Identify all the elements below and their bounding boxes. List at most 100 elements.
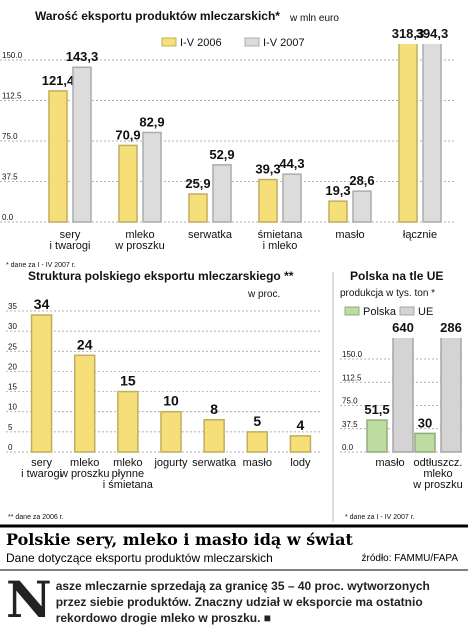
headline: Polskie sery, mleko i masło idą w świat: [6, 530, 353, 549]
bar: [246, 431, 269, 453]
bar: [328, 200, 348, 223]
subheadline: Dane dotyczące eksportu produktów mlecza…: [6, 551, 273, 565]
bar: [352, 190, 372, 223]
value-label: 39,3: [255, 162, 280, 177]
x-tick-label: mleko w proszku: [59, 457, 110, 480]
legend-label: Polska: [363, 306, 397, 318]
legend-label: I-V 2006: [180, 37, 222, 49]
bar: [289, 435, 312, 453]
value-label: 286: [440, 320, 462, 335]
y-tick-label: 112.5: [342, 373, 362, 382]
value-label: 5: [253, 413, 261, 429]
chart-subtitle: w mln euro: [289, 13, 339, 24]
x-tick-label: odtłuszcz. mleko w proszku: [412, 457, 463, 491]
legend-label: UE: [418, 306, 433, 318]
bar: [392, 338, 414, 453]
chart-title: Polska na tle UE: [350, 269, 443, 283]
y-tick-label: 10: [8, 403, 17, 412]
legend-label: I-V 2007: [263, 37, 305, 49]
y-tick-label: 0.0: [2, 213, 14, 222]
bar: [142, 131, 162, 223]
value-label: 640: [392, 320, 414, 335]
legend-swatch: [344, 306, 360, 316]
value-label: 24: [77, 336, 93, 352]
y-tick-label: 150.0: [2, 51, 23, 60]
x-tick-label: lody: [290, 457, 311, 469]
value-label: 82,9: [139, 114, 164, 129]
bar: [160, 410, 182, 453]
y-tick-label: 0: [8, 443, 13, 452]
value-label: 121,4: [42, 73, 75, 88]
bar: [203, 419, 225, 453]
bar: [366, 419, 388, 453]
x-tick-label: sery i twarogi: [21, 457, 62, 480]
legend-swatch: [399, 306, 415, 316]
y-tick-label: 30: [8, 322, 17, 331]
bar: [440, 338, 462, 453]
value-label: 15: [120, 373, 136, 389]
value-label: 143,3: [66, 49, 99, 64]
body-text: Nasze mleczarnie sprzedają za granicę 35…: [6, 570, 430, 629]
x-tick-label: serwatka: [188, 229, 233, 241]
bar: [117, 390, 139, 453]
y-tick-label: 0.0: [342, 443, 354, 452]
bar: [212, 164, 232, 223]
value-label: 10: [163, 393, 179, 409]
source: źródło: FAMMU/FAPA: [361, 553, 458, 564]
chart-subtitle: w proc.: [247, 289, 280, 300]
value-label: 70,9: [115, 127, 140, 142]
chart-title: Warość eksportu produktów mleczarskich*: [35, 9, 280, 23]
y-tick-label: 25: [8, 342, 17, 351]
bar: [414, 432, 436, 453]
legend-swatch: [161, 37, 177, 47]
bar: [30, 314, 53, 453]
x-tick-label: serwatka: [192, 457, 237, 469]
x-tick-label: masło: [243, 457, 272, 469]
x-tick-label: masło: [335, 229, 364, 241]
value-label: 394,3: [416, 26, 449, 41]
bar: [398, 44, 418, 223]
value-label: 19,3: [325, 183, 350, 198]
y-tick-label: 35: [8, 302, 17, 311]
value-label: 34: [34, 296, 50, 312]
x-tick-label: mleko płynne i śmietana: [103, 457, 154, 491]
chart-title: Struktura polskiego eksportu mleczarskie…: [28, 269, 294, 283]
value-label: 44,3: [279, 156, 304, 171]
bar: [73, 354, 96, 453]
y-tick-label: 5: [8, 423, 13, 432]
y-tick-label: 15: [8, 383, 17, 392]
y-tick-label: 112.5: [2, 92, 22, 101]
bar: [72, 66, 92, 223]
x-tick-label: jogurty: [153, 457, 188, 469]
chart-subtitle: produkcja w tys. ton *: [340, 288, 435, 299]
bar: [48, 90, 68, 223]
value-label: 8: [210, 401, 218, 417]
x-tick-label: śmietana i mleko: [258, 229, 304, 252]
value-label: 25,9: [185, 176, 210, 191]
value-label: 28,6: [349, 173, 374, 188]
bar: [422, 44, 442, 223]
y-tick-label: 75.0: [2, 132, 18, 141]
y-tick-label: 75.0: [342, 397, 358, 406]
y-tick-label: 37.5: [2, 173, 18, 182]
value-label: 51,5: [364, 402, 389, 417]
bar: [118, 144, 138, 223]
y-tick-label: 37.5: [342, 420, 358, 429]
legend-swatch: [244, 37, 260, 47]
bar: [188, 193, 208, 223]
x-tick-label: mleko w proszku: [114, 229, 165, 252]
value-label: 30: [418, 415, 432, 430]
x-tick-label: sery i twarogi: [50, 229, 91, 252]
value-label: 318,3: [392, 26, 425, 41]
value-label: 4: [297, 417, 305, 433]
footnote: * dane za I - IV 2007 r.: [345, 514, 415, 521]
x-tick-label: łącznie: [403, 229, 437, 241]
footnote: ** dane za 2006 r.: [8, 514, 64, 521]
y-tick-label: 150.0: [342, 350, 363, 359]
footnote: * dane za I - IV 2007 r.: [6, 262, 76, 269]
bar: [282, 173, 302, 223]
value-label: 52,9: [209, 147, 234, 162]
bar: [258, 178, 278, 223]
